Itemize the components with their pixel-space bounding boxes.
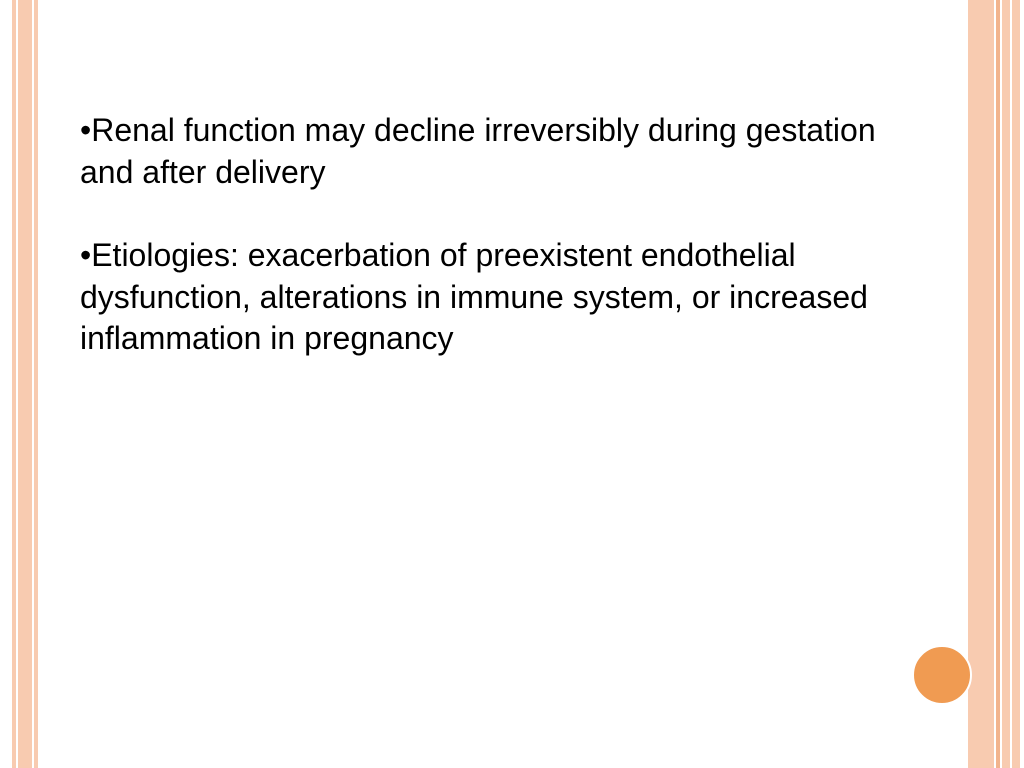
left-stripe-2 [18,0,32,768]
bullet-2: •Etiologies: exacerbation of preexistent… [80,235,910,360]
slide-content: •Renal function may decline irreversibly… [80,110,910,402]
bullet-1: •Renal function may decline irreversibly… [80,110,910,193]
bullet-marker: • [80,237,91,273]
decor-circle [912,645,972,705]
right-stripe-2 [996,0,1000,768]
bullet-text: Etiologies: exacerbation of preexistent … [80,237,868,356]
left-stripe-1 [12,0,16,768]
left-stripe-3 [34,0,38,768]
right-stripe-4 [1012,0,1020,768]
right-stripe-3 [1002,0,1010,768]
bullet-text: Renal function may decline irreversibly … [80,112,876,190]
right-stripe-1 [968,0,994,768]
bullet-marker: • [80,112,91,148]
